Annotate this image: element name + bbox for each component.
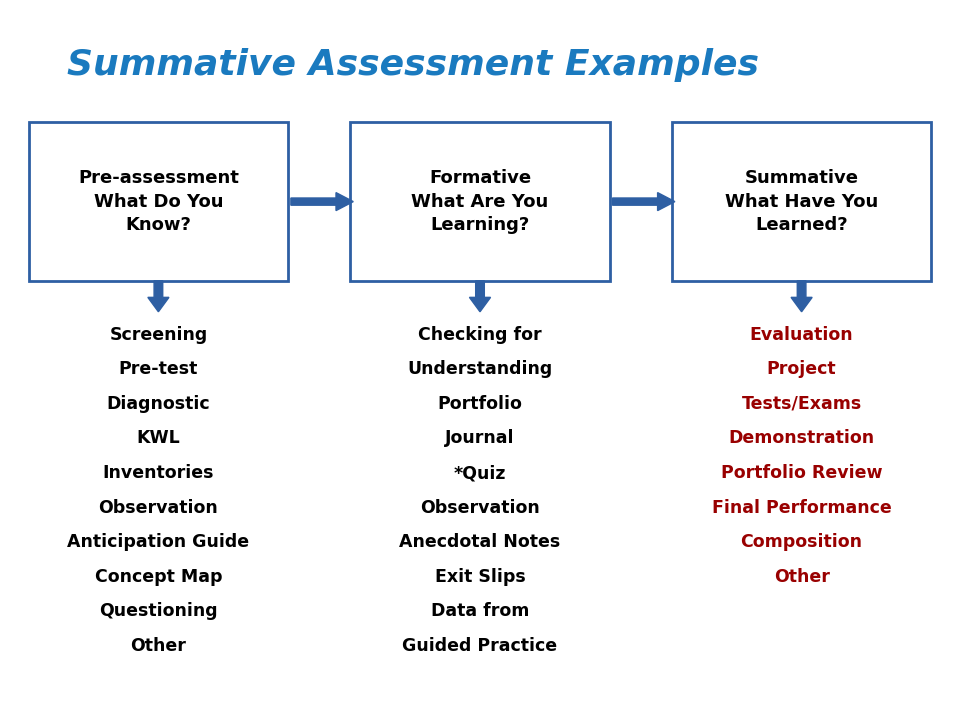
Text: Formative
What Are You
Learning?: Formative What Are You Learning? <box>412 169 548 234</box>
FancyArrow shape <box>148 281 169 312</box>
FancyBboxPatch shape <box>672 122 931 281</box>
Text: Other: Other <box>774 567 829 586</box>
Text: Questioning: Questioning <box>99 602 218 620</box>
Text: Evaluation: Evaluation <box>750 325 853 343</box>
FancyArrow shape <box>612 192 675 210</box>
Text: Pre-test: Pre-test <box>119 360 198 378</box>
Text: Portfolio: Portfolio <box>438 395 522 413</box>
Text: Summative
What Have You
Learned?: Summative What Have You Learned? <box>725 169 878 234</box>
Text: Composition: Composition <box>740 533 863 552</box>
Text: Tests/Exams: Tests/Exams <box>741 395 862 413</box>
Text: Portfolio Review: Portfolio Review <box>721 464 882 482</box>
Text: Exit Slips: Exit Slips <box>435 567 525 586</box>
FancyArrow shape <box>469 281 491 312</box>
Text: *Quiz: *Quiz <box>454 464 506 482</box>
FancyArrow shape <box>791 281 812 312</box>
Text: Project: Project <box>767 360 836 378</box>
Text: Anticipation Guide: Anticipation Guide <box>67 533 250 552</box>
Text: Observation: Observation <box>420 498 540 516</box>
Text: Anecdotal Notes: Anecdotal Notes <box>399 533 561 552</box>
Text: Pre-assessment
What Do You
Know?: Pre-assessment What Do You Know? <box>78 169 239 234</box>
Text: Final Performance: Final Performance <box>711 498 892 516</box>
Text: Summative Assessment Examples: Summative Assessment Examples <box>67 48 758 82</box>
Text: Journal: Journal <box>445 429 515 447</box>
Text: Guided Practice: Guided Practice <box>402 636 558 655</box>
FancyArrow shape <box>291 192 353 210</box>
Text: Understanding: Understanding <box>407 360 553 378</box>
Text: Screening: Screening <box>109 325 207 343</box>
FancyBboxPatch shape <box>29 122 288 281</box>
Text: KWL: KWL <box>136 429 180 447</box>
FancyBboxPatch shape <box>350 122 610 281</box>
Text: Diagnostic: Diagnostic <box>107 395 210 413</box>
Text: Demonstration: Demonstration <box>729 429 875 447</box>
Text: Other: Other <box>131 636 186 655</box>
Text: Concept Map: Concept Map <box>95 567 222 586</box>
Text: Inventories: Inventories <box>103 464 214 482</box>
Text: Checking for: Checking for <box>419 325 541 343</box>
Text: Data from: Data from <box>431 602 529 620</box>
Text: Observation: Observation <box>99 498 218 516</box>
